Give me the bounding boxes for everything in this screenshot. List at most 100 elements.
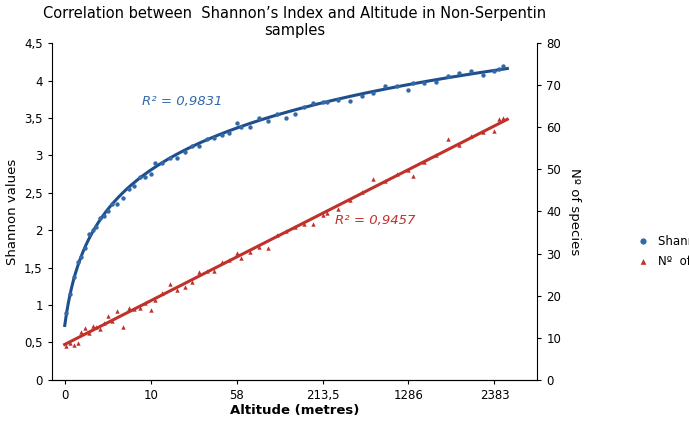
Point <box>407 173 418 179</box>
Point <box>419 80 430 86</box>
Point <box>194 269 205 275</box>
Point <box>117 323 128 330</box>
Point <box>87 322 98 329</box>
Point <box>187 279 198 286</box>
Point <box>61 309 72 316</box>
Legend: Shannon index mean, Nº  of species: Shannon index mean, Nº of species <box>630 235 689 268</box>
Y-axis label: Shannon values: Shannon values <box>6 158 19 265</box>
Point <box>317 99 328 106</box>
Point <box>117 195 128 201</box>
Point <box>299 220 310 227</box>
Point <box>344 97 356 104</box>
Point <box>172 286 183 293</box>
Point <box>83 231 94 238</box>
Point <box>442 135 453 142</box>
Point <box>216 131 227 138</box>
Point <box>172 155 183 162</box>
Point <box>157 290 168 297</box>
Point <box>65 291 76 298</box>
Point <box>194 143 205 150</box>
Point <box>477 129 489 135</box>
Point <box>91 323 102 330</box>
Point <box>94 215 105 222</box>
Point <box>80 244 91 251</box>
Point <box>290 110 301 117</box>
Text: R² = 0,9831: R² = 0,9831 <box>142 95 223 107</box>
Point <box>145 171 156 178</box>
Point <box>466 68 477 74</box>
Point <box>201 135 212 142</box>
Point <box>224 257 235 264</box>
Point <box>321 99 332 105</box>
Point <box>99 212 110 219</box>
Point <box>129 305 140 312</box>
Point <box>112 307 123 314</box>
Point <box>317 212 328 219</box>
Point <box>209 267 220 274</box>
Point <box>245 248 256 255</box>
Point <box>308 99 319 106</box>
Point <box>123 305 134 312</box>
Point <box>489 128 500 135</box>
Point <box>380 82 391 89</box>
Point <box>129 182 140 189</box>
Point <box>254 115 265 121</box>
Point <box>150 159 161 166</box>
Point <box>403 167 414 173</box>
Point <box>431 152 442 159</box>
Point <box>497 63 508 70</box>
Point <box>61 342 72 349</box>
Point <box>87 226 98 233</box>
Point <box>254 244 265 251</box>
Point <box>271 111 282 118</box>
Point <box>477 71 489 78</box>
Point <box>321 209 332 216</box>
Point <box>102 208 113 214</box>
Point <box>216 259 227 266</box>
Title: Correlation between  Shannon’s Index and Altitude in Non-Serpentin
samples: Correlation between Shannon’s Index and … <box>43 5 546 38</box>
Point <box>76 329 87 336</box>
Point <box>454 69 465 76</box>
Point <box>201 267 212 274</box>
X-axis label: Altitude (metres): Altitude (metres) <box>230 404 359 418</box>
Point <box>134 305 145 311</box>
Point <box>231 119 242 126</box>
Point <box>236 123 247 130</box>
Point <box>179 148 190 155</box>
Point <box>164 154 175 161</box>
Point <box>80 324 91 331</box>
Point <box>263 118 274 125</box>
Point <box>391 82 402 89</box>
Point <box>83 329 94 336</box>
Point <box>368 176 379 182</box>
Point <box>493 66 504 72</box>
Point <box>431 78 442 85</box>
Point <box>454 141 465 148</box>
Point <box>72 340 83 347</box>
Point <box>94 326 105 333</box>
Point <box>356 93 367 99</box>
Point <box>65 339 76 346</box>
Point <box>380 177 391 184</box>
Point <box>106 200 117 207</box>
Point <box>106 317 117 324</box>
Point <box>231 249 242 256</box>
Point <box>308 221 319 228</box>
Point <box>179 284 190 291</box>
Point <box>140 173 151 180</box>
Point <box>290 224 301 231</box>
Y-axis label: Nº of species: Nº of species <box>568 168 582 255</box>
Point <box>271 232 282 239</box>
Point <box>263 244 274 251</box>
Point <box>76 253 87 260</box>
Point <box>497 115 508 121</box>
Point <box>493 115 504 122</box>
Point <box>403 86 414 93</box>
Point <box>68 273 79 280</box>
Point <box>245 123 256 130</box>
Point <box>466 133 477 140</box>
Point <box>299 103 310 110</box>
Text: R² = 0,9457: R² = 0,9457 <box>336 214 415 227</box>
Point <box>102 312 113 319</box>
Point <box>99 319 110 326</box>
